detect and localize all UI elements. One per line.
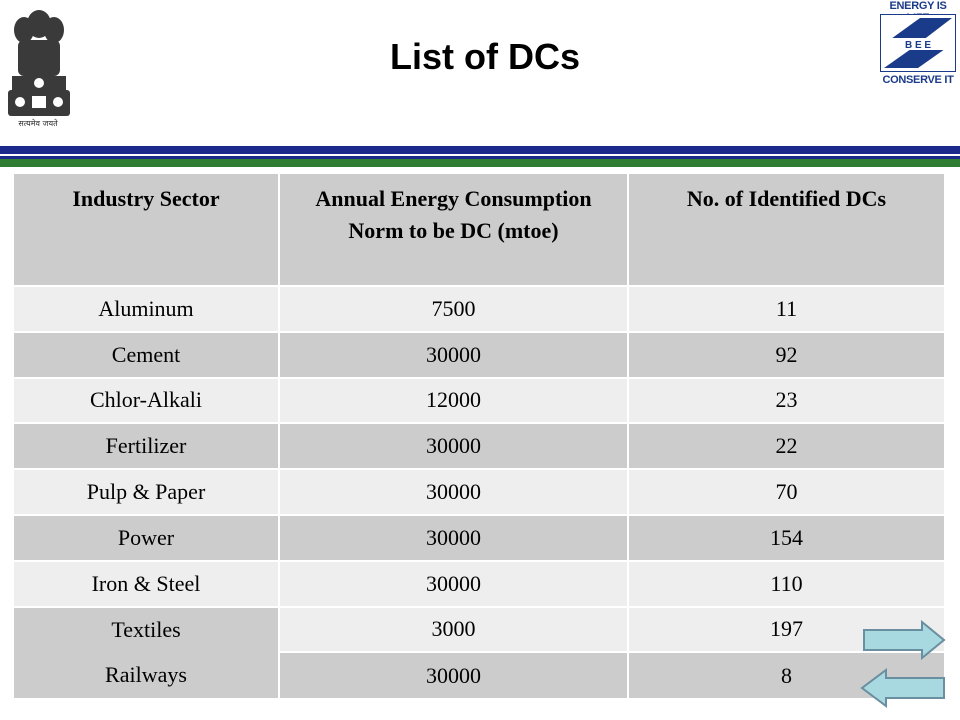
cell-dcs: 22 [628,422,944,470]
cell-dcs: 154 [628,513,944,561]
right-arrow-icon [863,619,946,661]
bee-logo: ENERGY IS LIFE B E E CONSERVE IT [876,0,960,92]
table-row: Chlor-Alkali 12000 23 [14,376,944,424]
header-divider-blue-thin [0,156,960,159]
cell-sector: Railways [14,652,280,699]
cell-dcs: 110 [628,559,944,607]
table-row: Pulp & Paper 30000 70 [14,468,944,515]
cell-norm: 7500 [279,285,629,332]
cell-norm: 12000 [279,376,629,424]
cell-dcs: 70 [628,468,944,515]
national-emblem-logo [4,2,74,130]
table-row: Railways 30000 8 [14,651,944,699]
cell-sector: Chlor-Alkali [14,376,280,424]
table-row: Fertilizer 30000 22 [14,422,944,470]
cell-sector: Power [14,513,280,561]
left-arrow-icon [860,668,945,708]
table-row: Power 30000 154 [14,513,944,561]
cell-norm: 30000 [279,513,629,561]
table-row: Textiles 3000 197 [14,605,944,653]
cell-sector: Pulp & Paper [14,468,280,515]
dc-table: Industry Sector Annual Energy Consumptio… [14,174,944,699]
table-row: Aluminum 7500 11 [14,285,944,332]
header-divider-blue [0,146,960,154]
next-slide-button[interactable] [860,619,946,661]
cell-dcs: 23 [628,376,944,424]
table-header-row: Industry Sector Annual Energy Consumptio… [14,174,944,286]
table-row: Iron & Steel 30000 110 [14,559,944,607]
logo-bottom-text: CONSERVE IT [882,74,954,86]
emblem-caption: सत्यमेव जयते [18,119,58,128]
cell-dcs: 11 [628,285,944,332]
previous-slide-button[interactable] [860,668,946,708]
cell-sector: Textiles [14,605,280,653]
table-row: Cement 30000 92 [14,330,944,378]
slide-title: List of DCs [389,36,580,77]
header-industry-sector: Industry Sector [14,174,280,286]
cell-dcs: 92 [628,330,944,378]
header-energy-norm: Annual Energy Consumption Norm to be DC … [279,174,629,286]
bee-emblem-icon: B E E [880,14,956,72]
dc-table-container: Industry Sector Annual Energy Consumptio… [14,174,944,699]
cell-norm: 30000 [279,468,629,515]
cell-sector: Aluminum [14,285,280,332]
cell-norm: 30000 [279,651,629,699]
cell-sector: Fertilizer [14,422,280,470]
cell-norm: 3000 [279,605,629,653]
header-identified-dcs: No. of Identified DCs [628,174,944,286]
cell-norm: 30000 [279,559,629,607]
cell-norm: 30000 [279,330,629,378]
cell-sector: Iron & Steel [14,559,280,607]
logo-middle-text: B E E [905,40,931,51]
cell-sector: Cement [14,330,280,378]
header-divider-green [0,159,960,167]
cell-norm: 30000 [279,422,629,470]
